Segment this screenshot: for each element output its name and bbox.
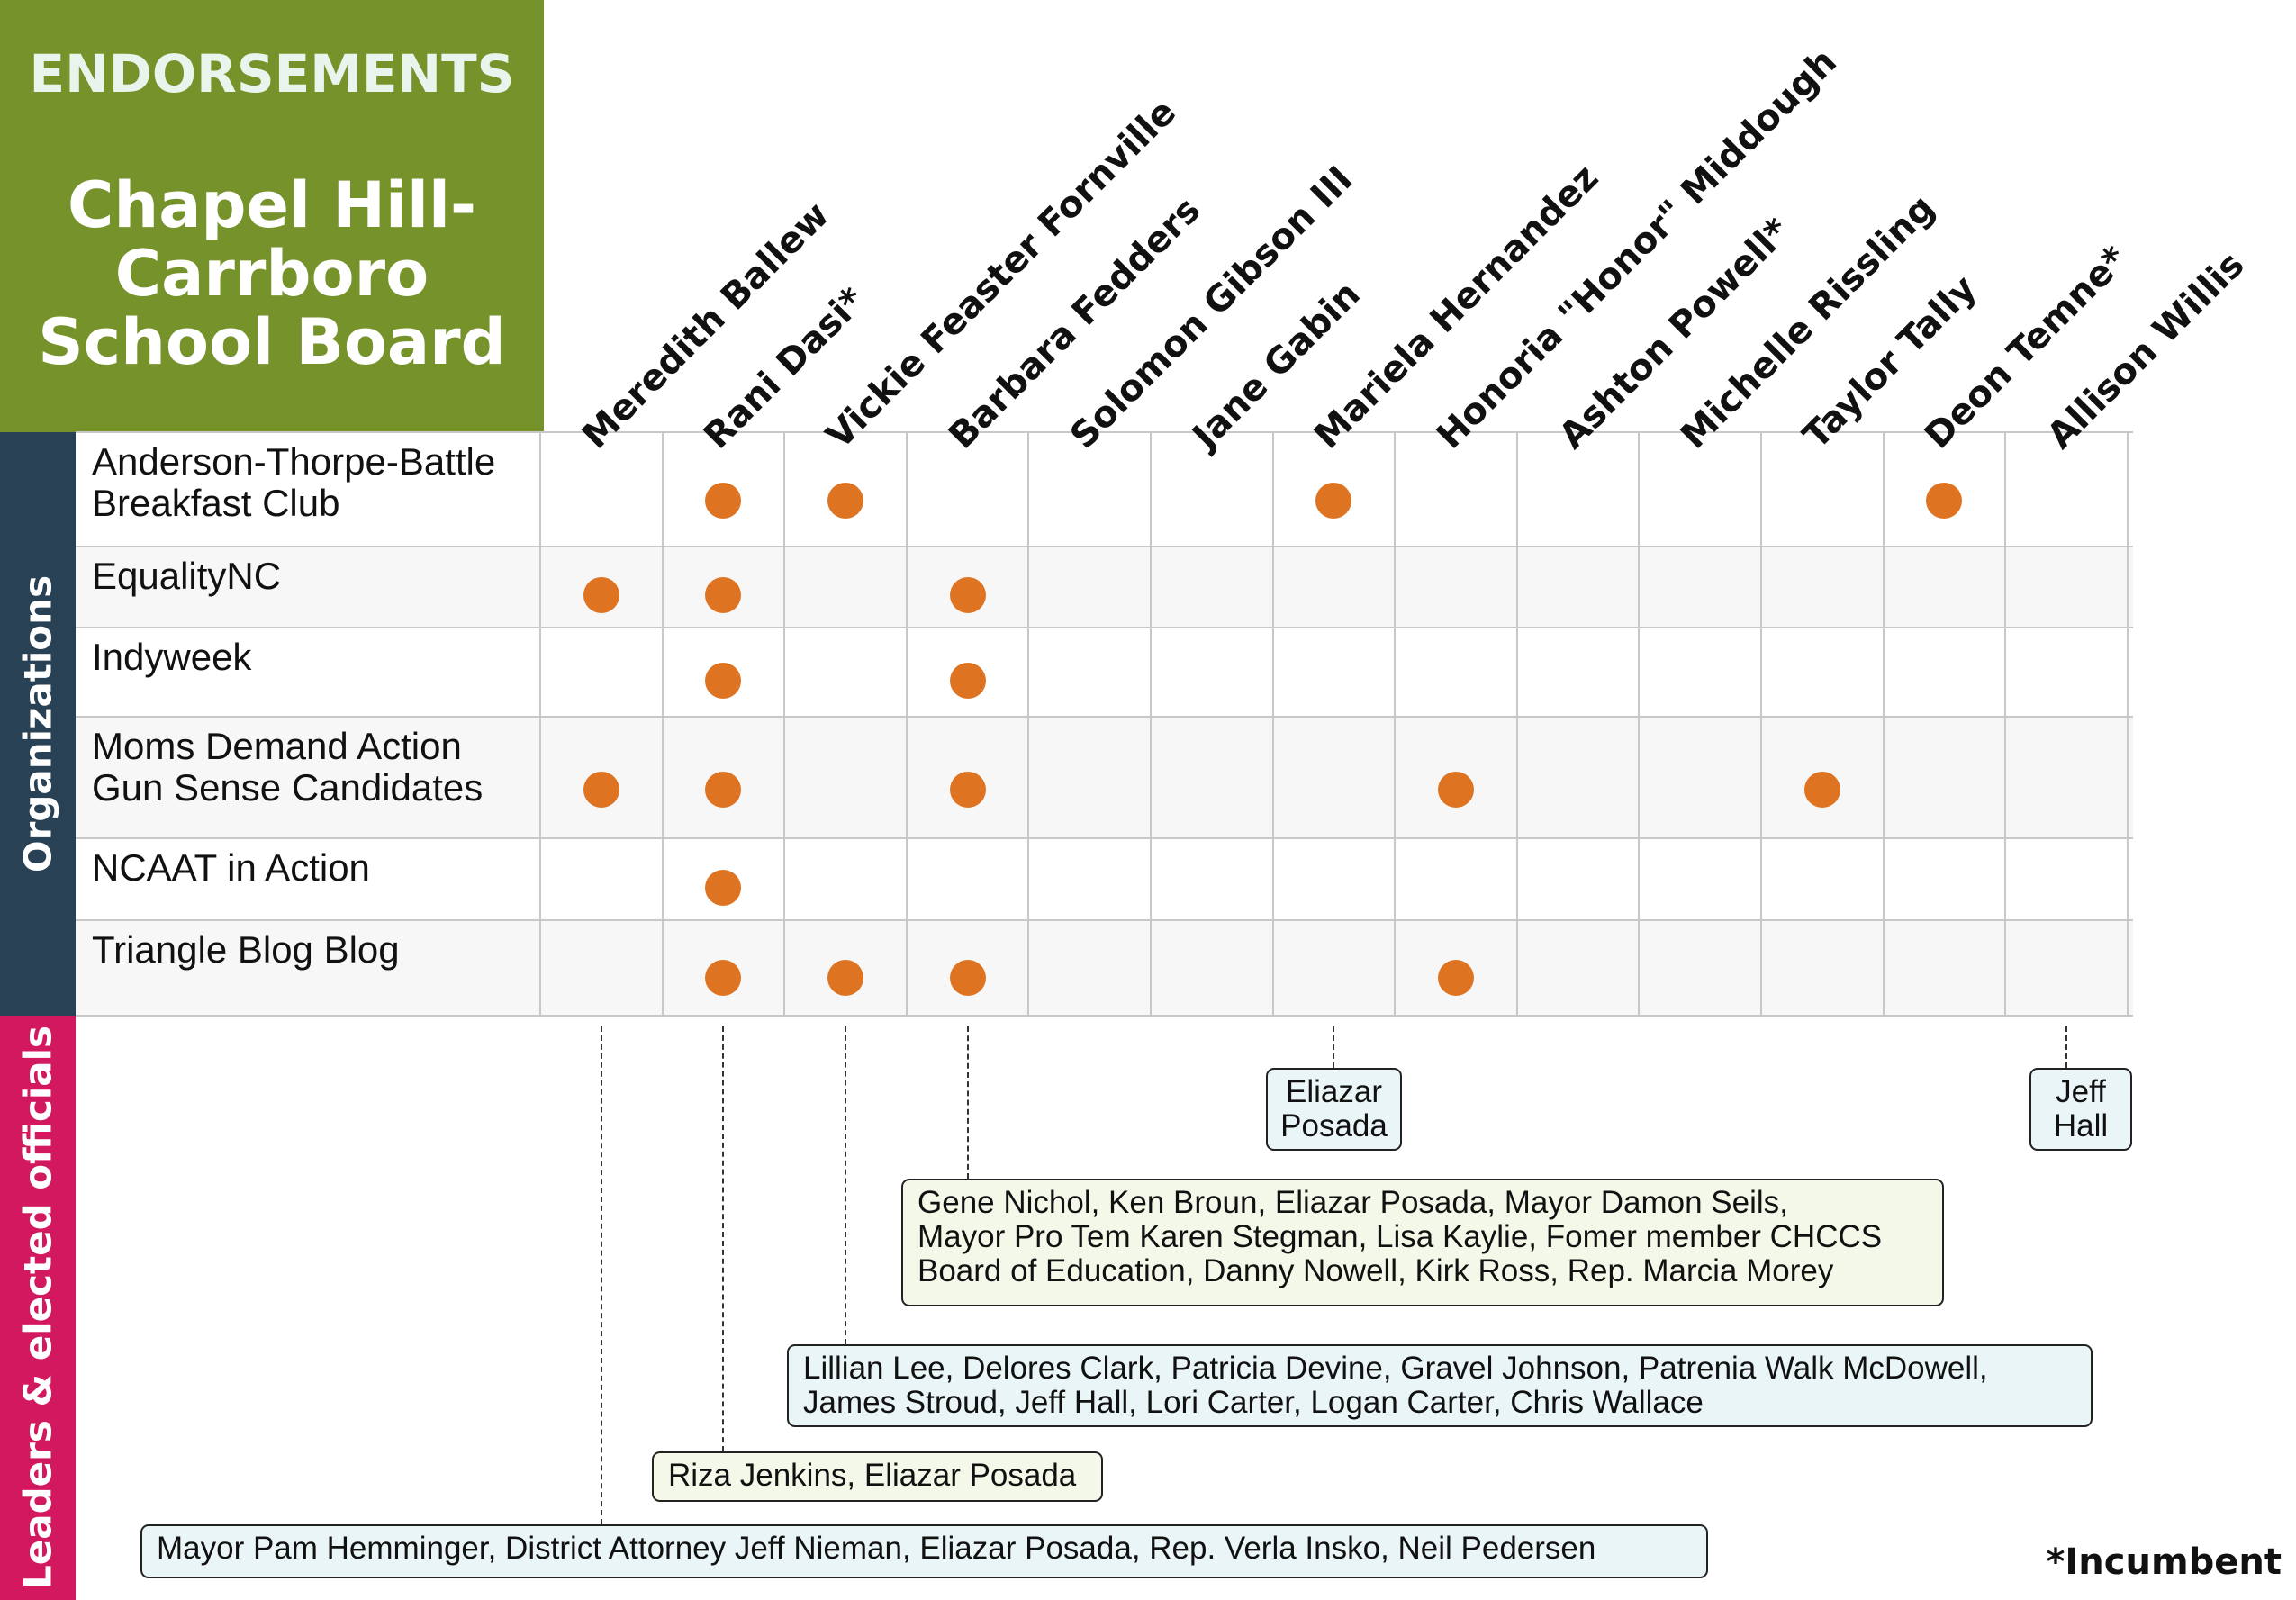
grid-line	[76, 919, 2133, 921]
organization-label: NCAAT in Action	[92, 847, 370, 889]
page-title: Chapel Hill- Carrboro School Board	[0, 171, 544, 376]
grid-line	[76, 627, 2133, 628]
leader-box-line: Lillian Lee, Delores Clark, Patricia Dev…	[803, 1351, 1988, 1386]
leader-box-line: Eliazar	[1286, 1074, 1382, 1109]
endorsement-dot	[705, 959, 742, 996]
grid-line	[783, 432, 786, 1016]
leader-box: Lillian Lee, Delores Clark, Patricia Dev…	[787, 1344, 2093, 1427]
organization-label-line: Breakfast Club	[92, 482, 340, 524]
organization-label-line: Gun Sense Candidates	[92, 766, 484, 809]
leader-box-line: Hall	[2053, 1108, 2109, 1144]
title-line-3: School Board	[38, 305, 506, 379]
grid-line	[1150, 432, 1152, 1016]
grid-line	[76, 546, 2133, 547]
leader-box: Mayor Pam Hemminger, District Attorney J…	[140, 1524, 1708, 1578]
organization-label: Anderson-Thorpe-Battle Breakfast Club	[92, 441, 495, 524]
grid-line	[1394, 432, 1397, 1016]
endorsement-dot	[1315, 483, 1352, 520]
organization-label: Triangle Blog Blog	[92, 929, 400, 971]
leader-box-line: Riza Jenkins, Eliazar Posada	[668, 1458, 1077, 1493]
endorsement-dot	[1926, 483, 1963, 520]
endorsement-dot	[1438, 772, 1474, 808]
endorsements-label: ENDORSEMENTS	[29, 43, 515, 104]
grid-line	[1638, 432, 1641, 1016]
leader-box-line: Mayor Pam Hemminger, District Attorney J…	[157, 1531, 1596, 1566]
endorsement-dot	[949, 577, 986, 613]
leaders-sidebar: Leaders & elected officials	[0, 1016, 76, 1600]
endorsement-dot	[705, 869, 742, 906]
grid-line	[1027, 432, 1030, 1016]
leader-box-line: Posada	[1280, 1108, 1388, 1144]
title-line-1: Chapel Hill-	[67, 168, 476, 242]
organization-label-line: Indyweek	[92, 636, 252, 678]
organizations-label: Organizations	[15, 574, 60, 873]
endorsement-dot	[583, 772, 619, 808]
table-row	[76, 838, 2133, 920]
title-block: ENDORSEMENTS Chapel Hill- Carrboro Schoo…	[0, 0, 544, 432]
leader-box: Jeff Hall	[2029, 1068, 2132, 1151]
leader-box-line: Mayor Pro Tem Karen Stegman, Lisa Kaylie…	[917, 1219, 1883, 1254]
connector-line	[966, 1026, 969, 1179]
endorsement-dot	[949, 663, 986, 700]
leader-box: Gene Nichol, Ken Broun, Eliazar Posada, …	[901, 1179, 1944, 1306]
leader-box-line: James Stroud, Jeff Hall, Lori Carter, Lo…	[803, 1385, 1704, 1420]
table-row	[76, 717, 2133, 838]
grid-line	[76, 431, 2133, 433]
endorsement-dot	[949, 959, 986, 996]
grid-line	[2004, 432, 2007, 1016]
grid-line	[905, 432, 908, 1016]
grid-line	[661, 432, 664, 1016]
leaders-label: Leaders & elected officials	[15, 1026, 60, 1589]
endorsement-dot	[705, 663, 742, 700]
grid-line	[76, 1015, 2133, 1017]
title-line-2: Carrboro	[114, 237, 429, 311]
connector-line	[722, 1026, 725, 1451]
organization-label: Indyweek	[92, 637, 251, 678]
leader-box-line: Gene Nichol, Ken Broun, Eliazar Posada, …	[917, 1185, 1788, 1220]
table-row	[76, 628, 2133, 717]
table-row	[76, 547, 2133, 628]
incumbent-footnote: *Incumbent	[2046, 1541, 2282, 1583]
organization-label-line: NCAAT in Action	[92, 846, 370, 889]
endorsement-dot	[949, 772, 986, 808]
grid-line	[1760, 432, 1762, 1016]
candidate-name: Deon Temne*	[1917, 238, 2137, 457]
connector-line	[845, 1026, 846, 1344]
connector-line	[2065, 1026, 2067, 1068]
endorsement-dot	[827, 959, 863, 996]
organizations-sidebar: Organizations	[0, 432, 76, 1016]
grid-line	[2126, 432, 2129, 1016]
organization-label: EqualityNC	[92, 556, 281, 597]
endorsement-dot	[705, 483, 742, 520]
table-row	[76, 432, 2133, 547]
table-row	[76, 920, 2133, 1016]
endorsement-dot	[583, 577, 619, 613]
grid-line	[76, 837, 2133, 839]
connector-line	[1333, 1026, 1335, 1068]
leader-box-line: Board of Education, Danny Nowell, Kirk R…	[917, 1253, 1834, 1288]
endorsement-dot	[1803, 772, 1840, 808]
grid-line	[539, 432, 541, 1016]
endorsement-dot	[1438, 959, 1474, 996]
grid-line	[1882, 432, 1885, 1016]
organization-label: Moms Demand Action Gun Sense Candidates	[92, 726, 483, 809]
endorsement-dot	[705, 772, 742, 808]
leader-box: Riza Jenkins, Eliazar Posada	[652, 1451, 1103, 1502]
leader-box-line: Jeff	[2056, 1074, 2106, 1109]
grid-line	[76, 716, 2133, 718]
organization-label-line: Triangle Blog Blog	[92, 928, 400, 971]
organization-label-line: EqualityNC	[92, 555, 282, 597]
connector-line	[600, 1026, 602, 1524]
grid-line	[1271, 432, 1274, 1016]
leader-box: Eliazar Posada	[1266, 1068, 1402, 1151]
grid-line	[1515, 432, 1518, 1016]
endorsement-dot	[705, 577, 742, 613]
organization-label-line: Moms Demand Action	[92, 725, 462, 767]
endorsement-dot	[827, 483, 863, 520]
candidate-name: Ashton Powell*	[1550, 210, 1798, 457]
organization-label-line: Anderson-Thorpe-Battle	[92, 440, 496, 483]
